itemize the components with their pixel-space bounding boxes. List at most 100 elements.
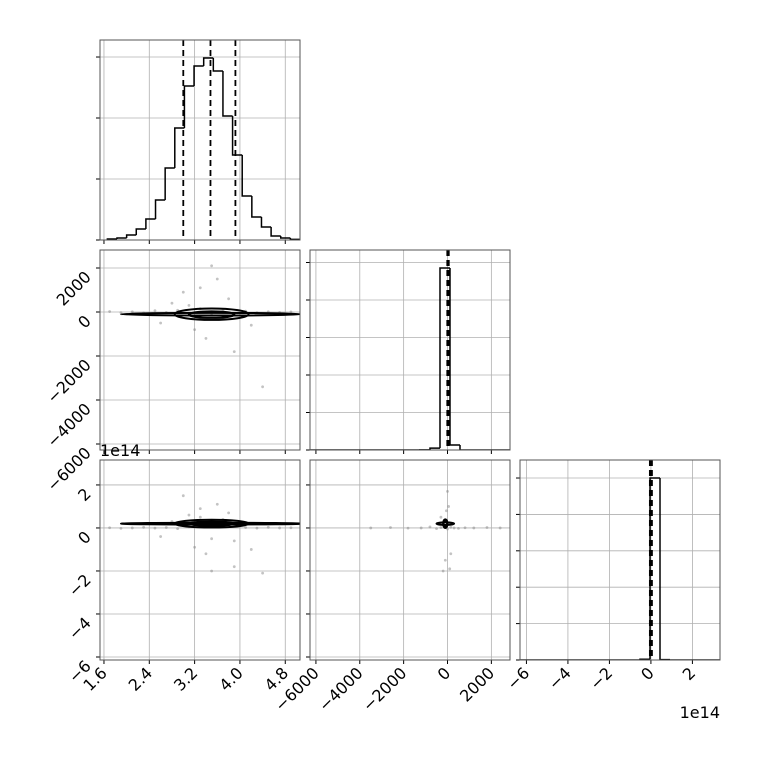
sample-point <box>448 567 452 571</box>
y-tick-label: −4000 <box>43 399 95 451</box>
histogram-bin <box>116 237 127 240</box>
histogram-bin <box>649 477 660 660</box>
sample-point <box>210 537 214 541</box>
y-tick-label: −2 <box>65 570 95 600</box>
histogram-bin <box>135 228 146 235</box>
sample-point <box>193 545 197 549</box>
sample-point <box>198 286 202 290</box>
sample-point <box>232 350 236 353</box>
x-tick-label: −4000 <box>315 663 367 715</box>
sample-point <box>428 525 432 529</box>
sample-point <box>181 494 185 498</box>
x-tick-label: −4 <box>545 663 575 693</box>
sample-point <box>255 526 259 530</box>
sample-point <box>210 264 214 268</box>
sample-point <box>119 526 123 530</box>
y-tick-label: −6000 <box>43 443 95 495</box>
sample-point <box>441 569 445 573</box>
sample-point <box>153 309 157 313</box>
x-tick-label: 3.2 <box>170 663 201 694</box>
sample-point <box>485 526 489 529</box>
sample-point <box>232 539 236 543</box>
sample-point <box>266 525 270 529</box>
histogram-bin <box>659 478 670 660</box>
plot-area <box>108 264 300 389</box>
sample-point <box>181 290 185 294</box>
sample-point <box>153 526 157 530</box>
sample-point <box>210 569 214 573</box>
histogram-bin <box>145 218 156 230</box>
x-tick-label: 0 <box>637 663 658 684</box>
sample-point <box>278 526 282 530</box>
plot-area <box>369 489 502 573</box>
sample-point <box>108 526 112 530</box>
sample-point <box>419 526 423 530</box>
histogram-bin <box>174 127 185 169</box>
plot-area <box>310 250 510 450</box>
contour <box>119 521 300 526</box>
sample-point <box>187 513 191 517</box>
contour <box>435 521 456 526</box>
histogram-bin <box>222 71 233 117</box>
contour <box>442 520 449 528</box>
panel-frame <box>519 459 721 661</box>
histogram-bin <box>231 115 243 156</box>
sample-point <box>198 515 202 519</box>
sample-point <box>369 526 373 530</box>
x-tick-label: −2 <box>586 663 616 693</box>
panel: −6 −4 −2 0 2 1e14 <box>503 459 721 722</box>
sample-point <box>108 310 112 313</box>
histogram-bin <box>260 217 272 228</box>
panel-frame <box>309 459 511 661</box>
sample-point <box>159 535 163 538</box>
histogram-bin <box>212 57 223 72</box>
contour <box>173 307 250 321</box>
histogram-bin <box>459 445 470 450</box>
sample-point <box>187 303 191 307</box>
sample-point <box>244 526 248 529</box>
y-tick-label: 2 <box>74 484 95 505</box>
sample-point <box>289 310 293 314</box>
x-offset-text: 1e14 <box>680 703 720 722</box>
sample-point <box>159 321 163 325</box>
y-offset-text: 1e14 <box>100 441 140 460</box>
sample-point <box>215 277 219 281</box>
x-tick-label: 2 <box>679 663 700 684</box>
plot-area <box>106 40 300 240</box>
sample-point <box>176 527 180 531</box>
sample-point <box>204 336 208 340</box>
sample-point <box>227 511 231 515</box>
sample-point <box>452 526 456 530</box>
sample-point <box>249 548 253 551</box>
sample-point <box>449 525 453 529</box>
histogram-bin <box>154 199 166 220</box>
histogram-bin <box>279 235 291 239</box>
contour <box>187 310 236 319</box>
sample-point <box>457 526 460 530</box>
sample-point <box>130 310 134 314</box>
plot-area <box>108 494 300 575</box>
histogram-bin <box>439 267 450 449</box>
sample-point <box>449 552 453 556</box>
sample-point <box>447 505 450 508</box>
x-tick-label: 0 <box>434 663 455 684</box>
sample-point <box>227 297 231 301</box>
sample-point <box>193 328 197 331</box>
panel-frame <box>99 459 301 661</box>
y-tick-label: 2000 <box>53 267 95 309</box>
histogram-bin <box>241 155 252 197</box>
sample-point <box>232 565 236 569</box>
x-tick-label: 2.4 <box>125 663 156 694</box>
histogram-bin <box>289 237 300 240</box>
y-tick-label: 0 <box>74 311 95 332</box>
sample-point <box>435 527 438 531</box>
sample-point <box>249 323 253 327</box>
sample-point <box>130 526 134 530</box>
sample-point <box>261 385 265 389</box>
panel-frame <box>309 249 511 451</box>
histogram-bin <box>429 447 440 450</box>
x-tick-label: 2000 <box>456 663 498 705</box>
sample-point <box>439 515 443 519</box>
